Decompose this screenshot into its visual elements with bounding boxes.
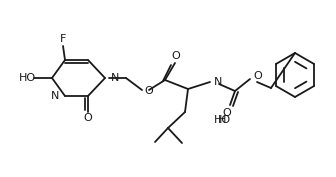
Text: N: N: [111, 73, 119, 83]
Text: HO: HO: [18, 73, 36, 83]
Text: HO: HO: [213, 115, 230, 125]
Text: N: N: [51, 91, 59, 101]
Text: F: F: [60, 34, 66, 44]
Text: O: O: [84, 113, 92, 123]
Text: N: N: [214, 77, 222, 87]
Text: O: O: [253, 71, 262, 81]
Text: O: O: [144, 86, 153, 96]
Text: O: O: [223, 108, 232, 118]
Text: H: H: [218, 115, 226, 125]
Text: O: O: [172, 51, 180, 61]
